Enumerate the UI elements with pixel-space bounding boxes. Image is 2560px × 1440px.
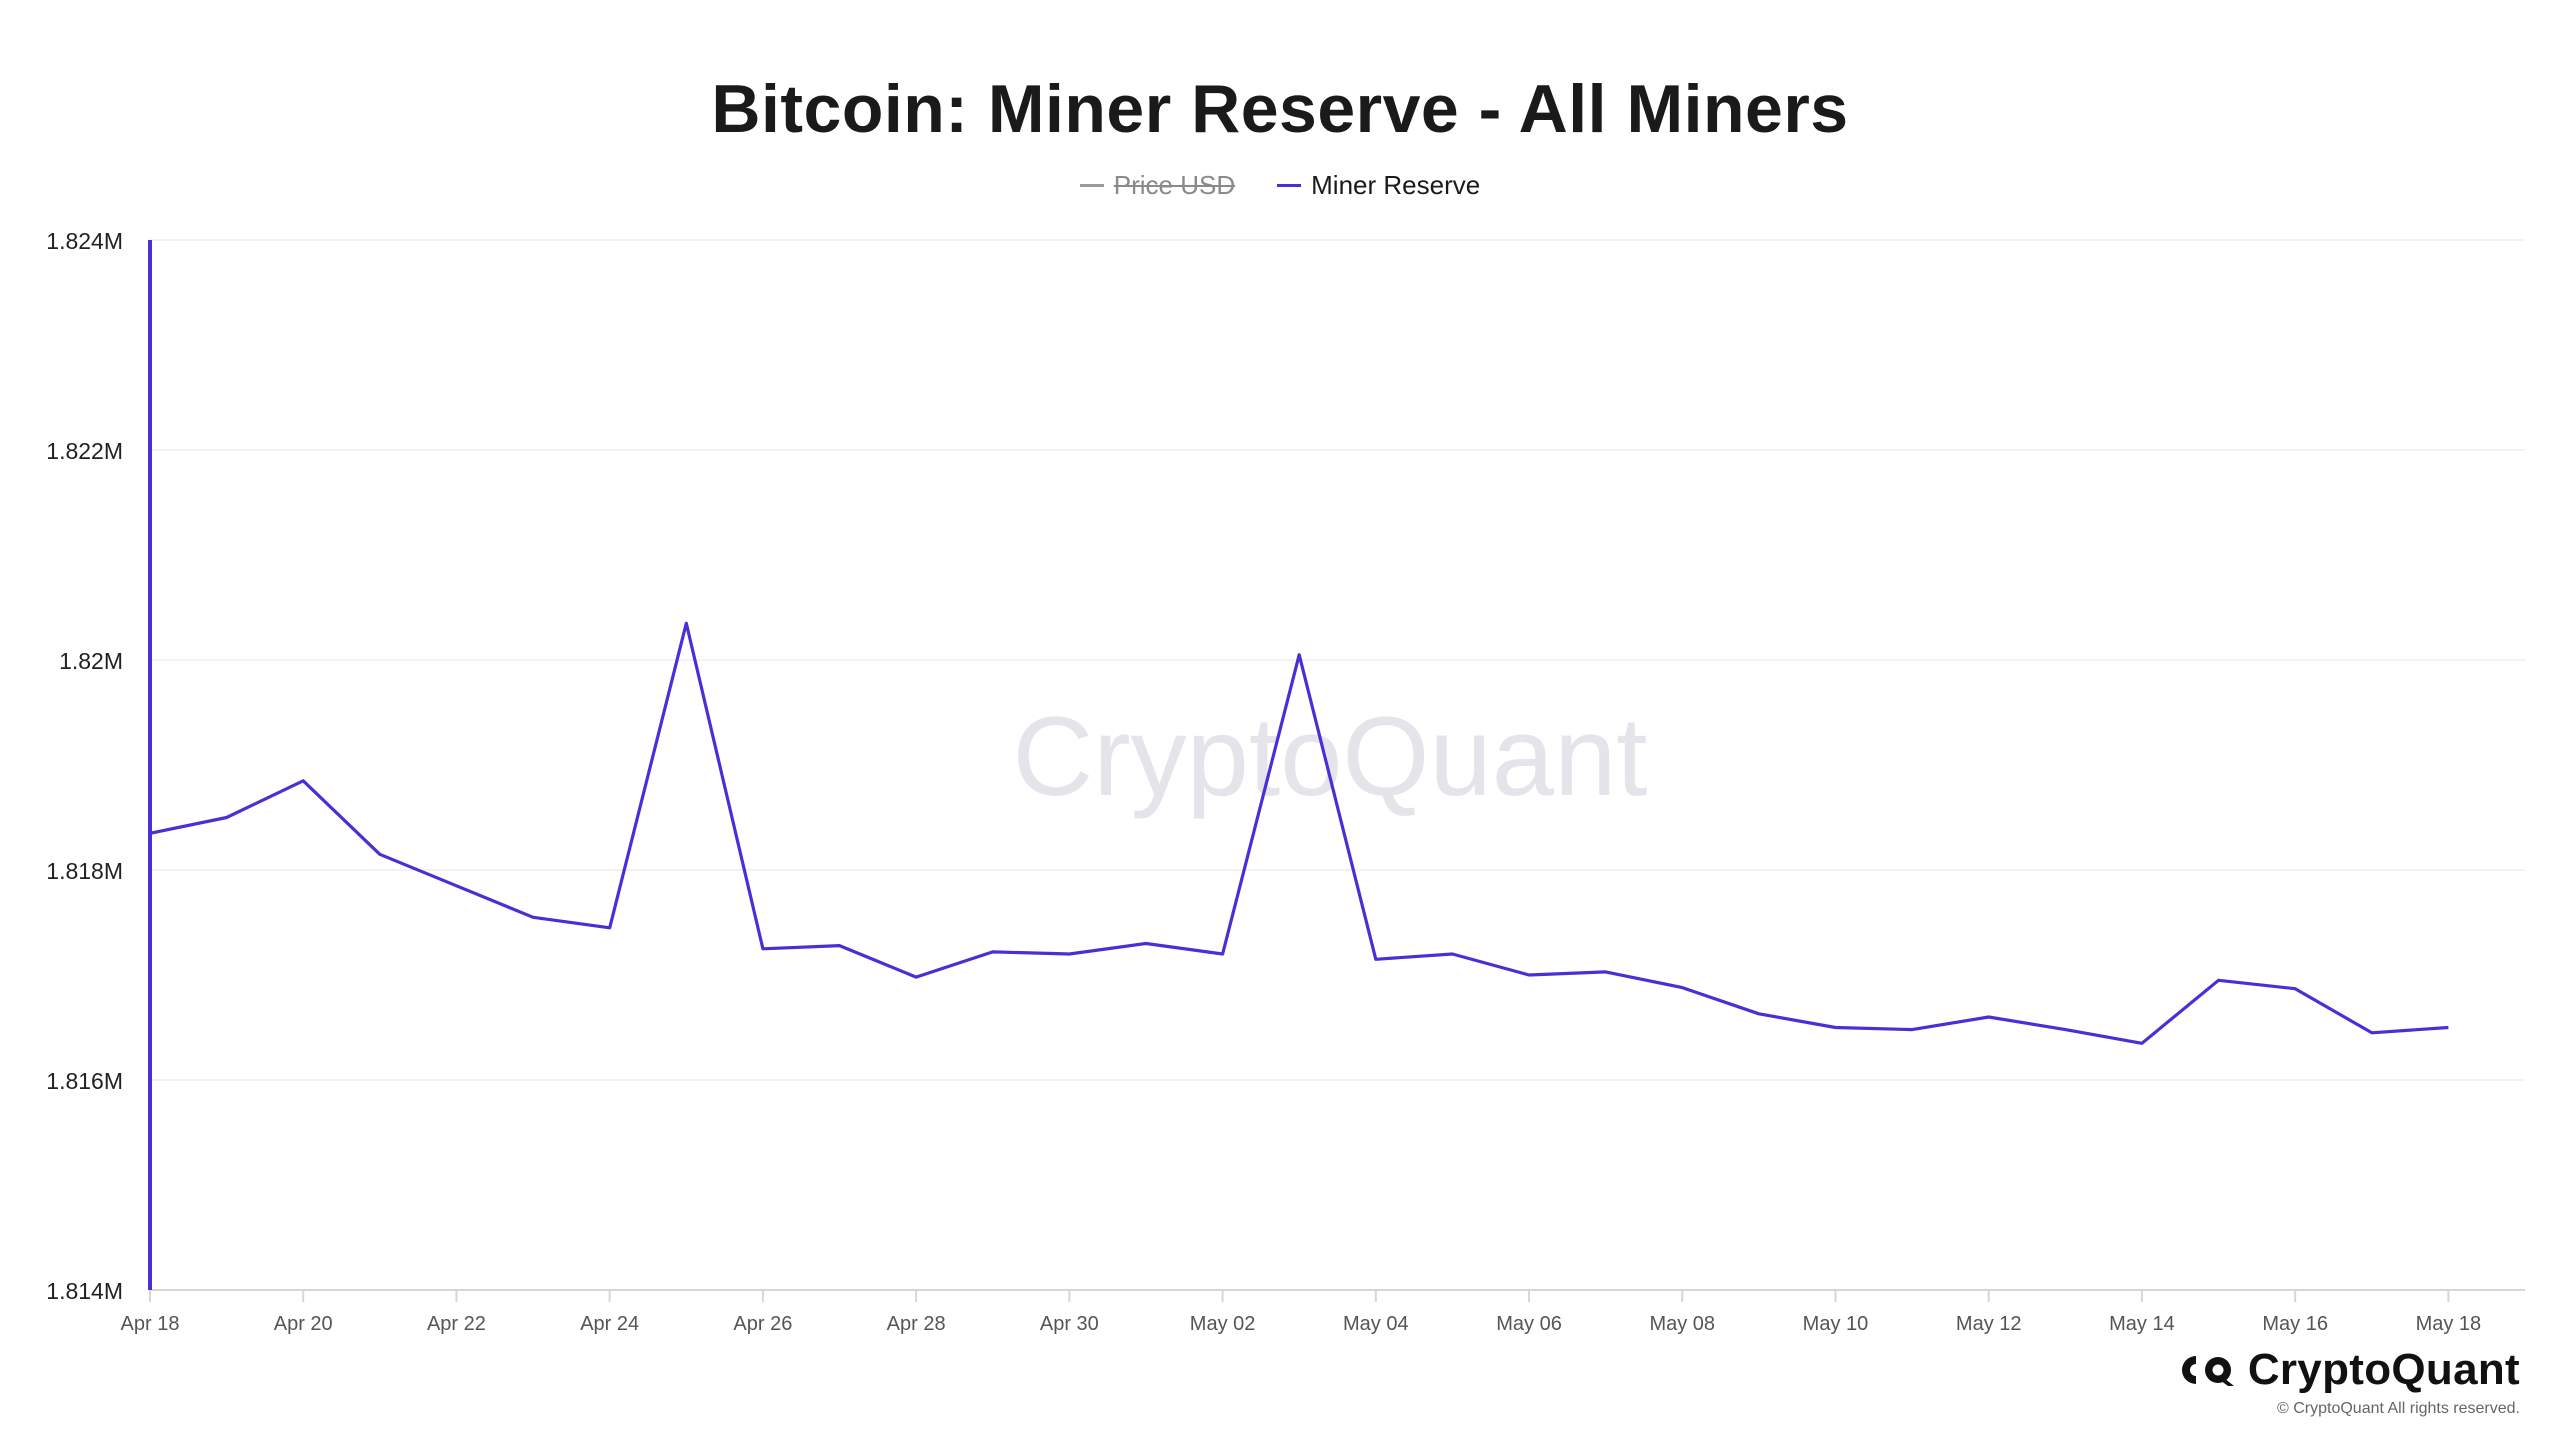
legend-swatch-miner-reserve	[1277, 184, 1302, 187]
data-point[interactable]	[1063, 948, 1075, 960]
data-point[interactable]	[450, 880, 462, 892]
x-tick-label: May 04	[1343, 1313, 1409, 1335]
brand: CryptoQuant	[2180, 1345, 2520, 1395]
data-point[interactable]	[2059, 1024, 2071, 1036]
y-tick-label: 1.824M	[46, 228, 123, 254]
data-point[interactable]	[2366, 1027, 2378, 1039]
series-layer	[144, 240, 2454, 1290]
x-tick-label: May 02	[1190, 1313, 1256, 1335]
data-point[interactable]	[1140, 938, 1152, 950]
x-tick-label: May 12	[1956, 1313, 2022, 1335]
data-point[interactable]	[1523, 969, 1535, 981]
x-tick-label: Apr 20	[274, 1313, 333, 1335]
legend-item-price-usd[interactable]: Price USD	[1079, 170, 1236, 201]
y-tick-label: 1.818M	[46, 858, 123, 884]
x-tick-label: May 06	[1496, 1313, 1562, 1335]
y-tick-label: 1.82M	[59, 648, 123, 674]
data-point[interactable]	[1370, 953, 1382, 965]
data-point[interactable]	[1293, 649, 1305, 661]
data-point[interactable]	[757, 943, 769, 955]
x-tick-label: May 16	[2262, 1313, 2328, 1335]
x-tick-label: Apr 30	[1040, 1313, 1099, 1335]
data-point[interactable]	[1753, 1008, 1765, 1020]
x-tick-label: May 14	[2109, 1313, 2175, 1335]
x-axis: Apr 18 Apr 20 Apr 22 Apr 24 Apr 26 Apr 28 Apr …	[121, 1289, 2525, 1335]
y-tick-label: 1.814M	[46, 1278, 123, 1304]
copyright-text: © CryptoQuant All rights reserved.	[2277, 1400, 2520, 1417]
data-point[interactable]	[1600, 966, 1612, 978]
x-tick-label: Apr 22	[427, 1313, 486, 1335]
data-point[interactable]	[987, 946, 999, 958]
data-point[interactable]	[144, 827, 156, 839]
data-point[interactable]	[680, 617, 692, 629]
data-point[interactable]	[1906, 1024, 1918, 1036]
x-tick-label: Apr 28	[887, 1313, 946, 1335]
x-tick-label: May 18	[2416, 1313, 2482, 1335]
cryptoquant-logo-icon	[2181, 1356, 2234, 1386]
legend-item-miner-reserve[interactable]: Miner Reserve	[1277, 170, 1480, 201]
legend-label-miner-reserve: Miner Reserve	[1311, 170, 1481, 200]
legend: Price USD Miner Reserve	[0, 170, 2560, 201]
data-point[interactable]	[374, 848, 386, 860]
brand-name: CryptoQuant	[2247, 1345, 2520, 1394]
data-point[interactable]	[297, 775, 309, 787]
x-tick-label: Apr 18	[121, 1313, 180, 1335]
data-point[interactable]	[1829, 1022, 1841, 1034]
y-tick-label: 1.816M	[46, 1068, 123, 1094]
legend-label-price-usd: Price USD	[1113, 170, 1236, 200]
data-point[interactable]	[834, 940, 846, 952]
data-point[interactable]	[527, 911, 539, 923]
data-point[interactable]	[221, 812, 233, 824]
x-tick-label: May 10	[1803, 1313, 1869, 1335]
data-point[interactable]	[1217, 948, 1229, 960]
x-tick-label: Apr 26	[733, 1313, 792, 1335]
data-point[interactable]	[1446, 948, 1458, 960]
data-point[interactable]	[2213, 974, 2225, 986]
series-line-miner-reserve	[149, 621, 2449, 1045]
x-tick-label: May 08	[1649, 1313, 1715, 1335]
y-tick-label: 1.822M	[46, 438, 123, 464]
data-point[interactable]	[2289, 983, 2301, 995]
data-point[interactable]	[1983, 1011, 1995, 1023]
data-point[interactable]	[604, 922, 616, 934]
y-axis: 1.814M 1.816M 1.818M 1.82M 1.822M 1.824M	[46, 228, 123, 1304]
data-point[interactable]	[910, 971, 922, 983]
data-point[interactable]	[2136, 1037, 2148, 1049]
data-point[interactable]	[1676, 982, 1688, 994]
data-point[interactable]	[2442, 1022, 2454, 1034]
legend-swatch-price-usd	[1079, 184, 1104, 187]
chart-title: Bitcoin: Miner Reserve - All Miners	[711, 71, 1849, 147]
watermark: CryptoQuant	[1013, 694, 1648, 819]
x-tick-label: Apr 24	[580, 1313, 639, 1335]
